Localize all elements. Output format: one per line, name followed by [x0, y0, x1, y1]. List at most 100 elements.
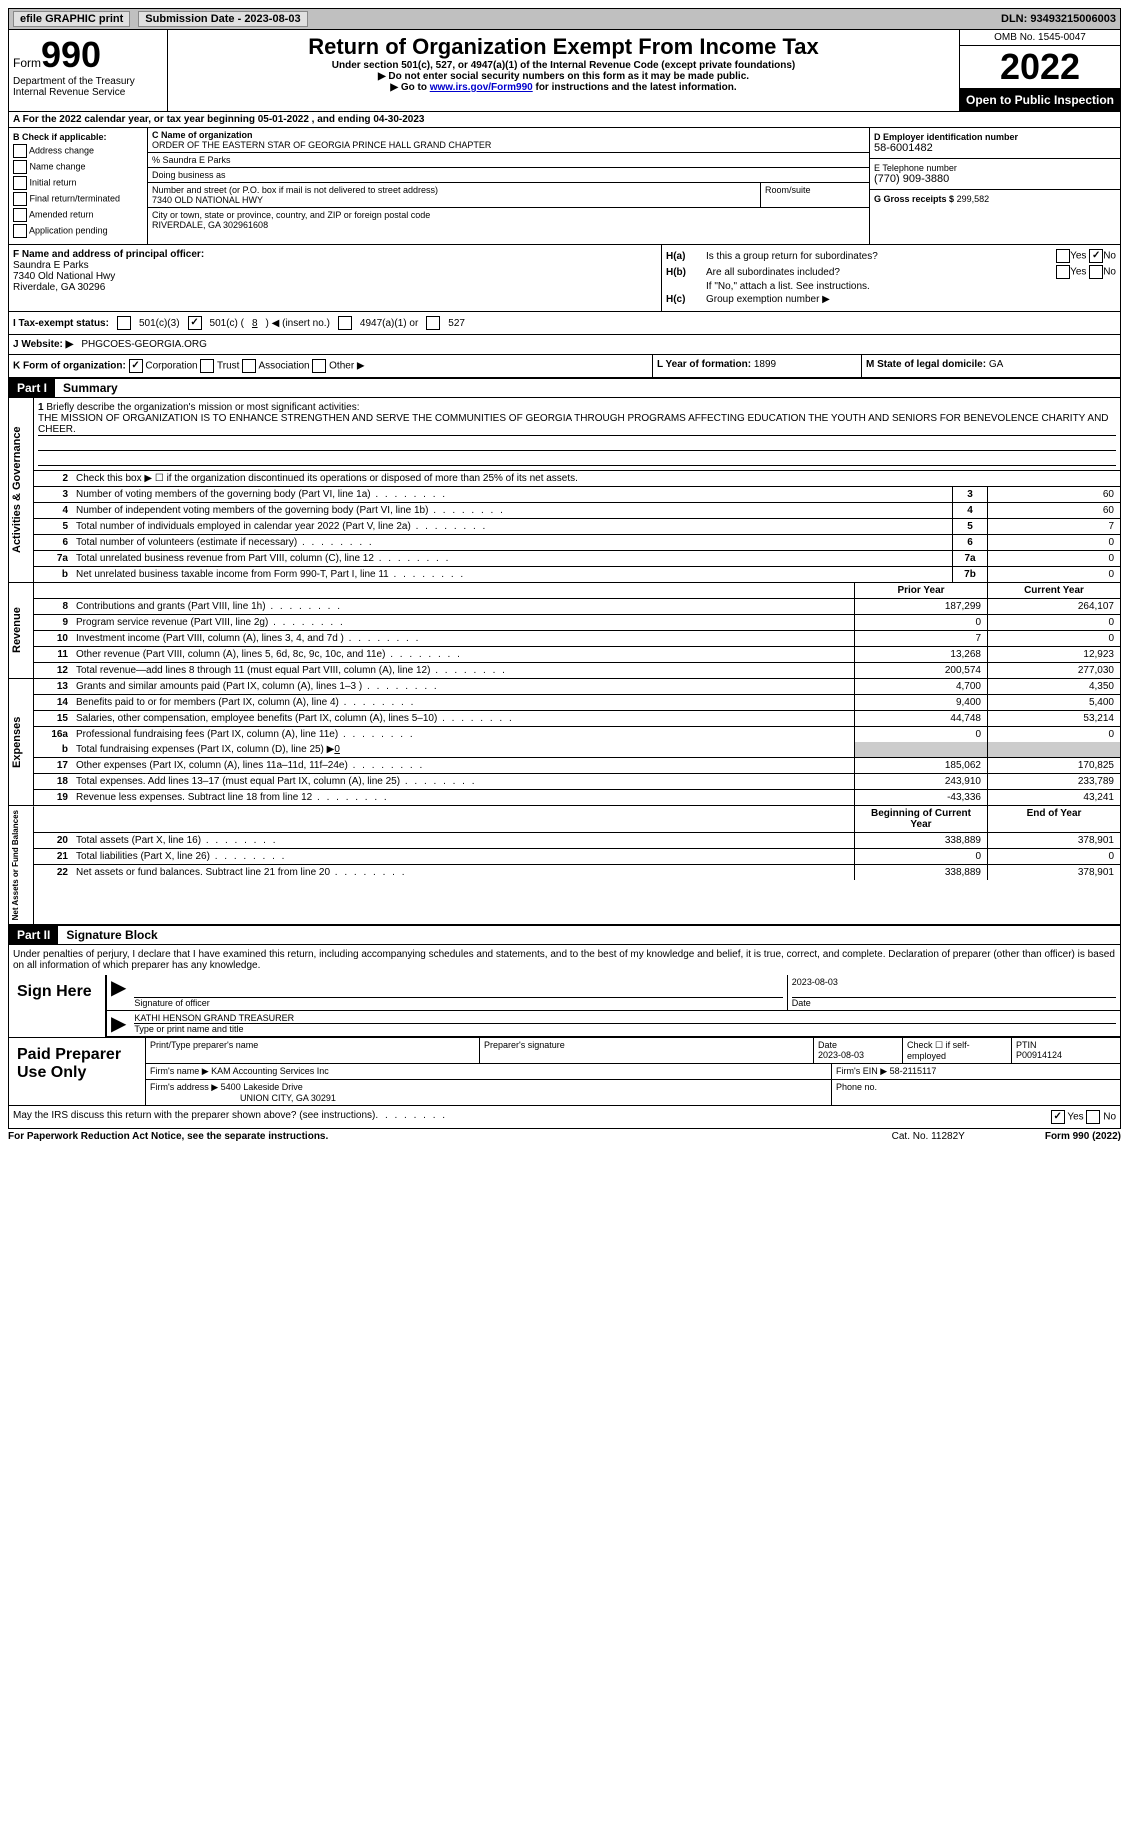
form-title: Return of Organization Exempt From Incom…	[172, 34, 955, 60]
cb-other[interactable]	[312, 359, 326, 373]
tax-year: 2022	[960, 46, 1120, 89]
org-name: ORDER OF THE EASTERN STAR OF GEORGIA PRI…	[152, 140, 865, 150]
firm-ein-label: Firm's EIN ▶	[836, 1066, 887, 1076]
ha-no[interactable]	[1089, 249, 1103, 263]
gross-label: G Gross receipts $	[874, 194, 954, 204]
efile-label[interactable]: efile GRAPHIC print	[13, 11, 130, 27]
prep-sig-label: Preparer's signature	[480, 1038, 814, 1063]
b-item-1: Name change	[30, 161, 86, 171]
hb-label: H(b)	[666, 267, 706, 278]
column-h: H(a) Is this a group return for subordin…	[661, 245, 1120, 311]
tel-value: (770) 909-3880	[874, 173, 1116, 185]
hdr-prior: Prior Year	[854, 583, 987, 598]
firm-name-label: Firm's name ▶	[150, 1066, 209, 1076]
officer-street: 7340 Old National Hwy	[13, 271, 657, 282]
discuss-no[interactable]	[1086, 1110, 1100, 1124]
summary-netassets: Net Assets or Fund Balances Beginning of…	[8, 806, 1121, 925]
room-label: Room/suite	[761, 183, 869, 207]
discuss-yes[interactable]	[1051, 1110, 1065, 1124]
cb-amended[interactable]	[13, 208, 27, 222]
part1-title: Summary	[55, 379, 126, 397]
city-label: City or town, state or province, country…	[152, 210, 865, 220]
hdr-beg: Beginning of Current Year	[854, 806, 987, 832]
cb-final-return[interactable]	[13, 192, 27, 206]
line2-text: Check this box ▶ ☐ if the organization d…	[72, 471, 1120, 486]
city-value: RIVERDALE, GA 302961608	[152, 220, 865, 230]
officer-city: Riverdale, GA 30296	[13, 282, 657, 293]
form-header: Form990 Department of the Treasury Inter…	[8, 30, 1121, 112]
cb-initial-return[interactable]	[13, 176, 27, 190]
part2-title: Signature Block	[58, 926, 165, 944]
pra-notice: For Paperwork Reduction Act Notice, see …	[8, 1131, 328, 1142]
summary-line: 12Total revenue—add lines 8 through 11 (…	[34, 663, 1120, 678]
form-id-box: Form990 Department of the Treasury Inter…	[9, 30, 168, 111]
subtitle-1: Under section 501(c), 527, or 4947(a)(1)…	[172, 60, 955, 71]
signer-name-label: Type or print name and title	[134, 1024, 1116, 1034]
ha-yes[interactable]	[1056, 249, 1070, 263]
f-label: F Name and address of principal officer:	[13, 249, 657, 260]
summary-line: 11Other revenue (Part VIII, column (A), …	[34, 647, 1120, 663]
form-ref: Form 990 (2022)	[1045, 1131, 1121, 1142]
hb-yes[interactable]	[1056, 265, 1070, 279]
discuss-row: May the IRS discuss this return with the…	[8, 1106, 1121, 1129]
goto-text-b: for instructions and the latest informat…	[533, 82, 737, 93]
street-label: Number and street (or P.O. box if mail i…	[152, 185, 756, 195]
dln: DLN: 93493215006003	[1001, 13, 1116, 25]
summary-line: 8Contributions and grants (Part VIII, li…	[34, 599, 1120, 615]
cb-527[interactable]	[426, 316, 440, 330]
prep-date-val: 2023-08-03	[818, 1050, 864, 1060]
ein-label: D Employer identification number	[874, 132, 1116, 142]
b-item-4: Amended return	[29, 209, 94, 219]
ptin-val: P00914124	[1016, 1050, 1062, 1060]
tel-label: E Telephone number	[874, 163, 1116, 173]
b-item-3: Final return/terminated	[30, 193, 121, 203]
website-value: PHGCOES-GEORGIA.ORG	[81, 339, 207, 350]
arrow-icon-2: ▶	[107, 1011, 130, 1036]
form-title-box: Return of Organization Exempt From Incom…	[168, 30, 959, 111]
summary-line: 13Grants and similar amounts paid (Part …	[34, 679, 1120, 695]
summary-expenses: Expenses 13Grants and similar amounts pa…	[8, 679, 1121, 806]
form-year-box: OMB No. 1545-0047 2022 Open to Public In…	[959, 30, 1120, 111]
prep-name-label: Print/Type preparer's name	[150, 1040, 475, 1050]
ha-label: H(a)	[666, 251, 706, 262]
c-name-label: C Name of organization	[152, 130, 865, 140]
column-c: C Name of organization ORDER OF THE EAST…	[148, 128, 870, 244]
firm-name: KAM Accounting Services Inc	[211, 1066, 329, 1076]
k-trust: Trust	[217, 361, 239, 372]
footer: For Paperwork Reduction Act Notice, see …	[8, 1129, 1121, 1144]
cb-4947[interactable]	[338, 316, 352, 330]
hb-note: If "No," attach a list. See instructions…	[706, 281, 1116, 292]
k-label: K Form of organization:	[13, 361, 126, 372]
form-prefix: Form	[13, 56, 41, 70]
cb-assoc[interactable]	[242, 359, 256, 373]
l-label: L Year of formation:	[657, 359, 751, 370]
cb-501c3[interactable]	[117, 316, 131, 330]
summary-line: 19Revenue less expenses. Subtract line 1…	[34, 790, 1120, 805]
cb-name-change[interactable]	[13, 160, 27, 174]
cb-address-change[interactable]	[13, 144, 27, 158]
preparer-section: Paid Preparer Use Only Print/Type prepar…	[8, 1038, 1121, 1106]
street-value: 7340 OLD NATIONAL HWY	[152, 195, 756, 205]
l16b-desc: Total fundraising expenses (Part IX, col…	[76, 744, 334, 755]
hb-no[interactable]	[1089, 265, 1103, 279]
cb-trust[interactable]	[200, 359, 214, 373]
side-na: Net Assets or Fund Balances	[9, 806, 34, 924]
submission-date: Submission Date - 2023-08-03	[138, 11, 307, 27]
k-corp: Corporation	[145, 361, 197, 372]
cb-app-pending[interactable]	[13, 224, 27, 238]
summary-line: 4Number of independent voting members of…	[34, 503, 1120, 519]
cb-corp[interactable]	[129, 359, 143, 373]
cb-501c[interactable]	[188, 316, 202, 330]
b-label: B Check if applicable:	[13, 132, 143, 142]
summary-line: 14Benefits paid to or for members (Part …	[34, 695, 1120, 711]
instructions-link[interactable]: www.irs.gov/Form990	[430, 82, 533, 93]
sig-date-val: 2023-08-03	[792, 977, 1116, 998]
m-value: GA	[989, 359, 1003, 370]
omb-number: OMB No. 1545-0047	[960, 30, 1120, 46]
summary-line: 16aProfessional fundraising fees (Part I…	[34, 727, 1120, 742]
part1-header: Part ISummary	[8, 378, 1121, 398]
firm-ein: 58-2115117	[890, 1066, 937, 1076]
summary-line: bNet unrelated business taxable income f…	[34, 567, 1120, 582]
side-ag: Activities & Governance	[9, 398, 34, 582]
l16b-val: 0	[334, 744, 340, 755]
